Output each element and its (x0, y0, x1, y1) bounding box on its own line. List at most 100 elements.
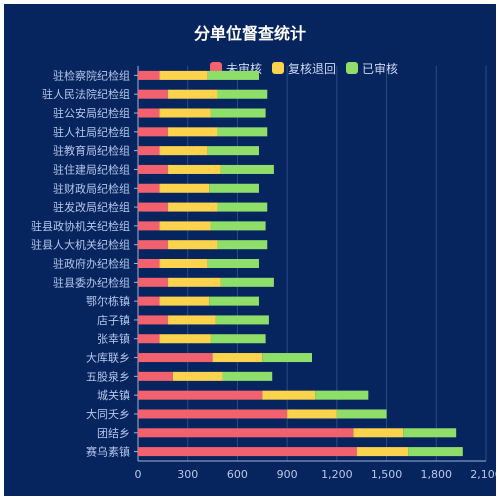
bar-segment-2[interactable] (408, 447, 463, 457)
category-label: 驻政府办纪检组 (53, 257, 130, 271)
bar-segment-0[interactable] (138, 353, 213, 363)
bar-segment-1[interactable] (287, 409, 337, 419)
bar-segment-0[interactable] (138, 89, 168, 99)
bar-segment-2[interactable] (210, 108, 266, 118)
bar-segment-2[interactable] (209, 296, 259, 306)
bar-segment-1[interactable] (159, 146, 208, 156)
category-label: 张幸镇 (97, 332, 130, 346)
bar-segment-1[interactable] (172, 371, 223, 381)
legend-swatch (346, 62, 359, 74)
category-label: 团结乡 (97, 427, 130, 440)
bar-segment-2[interactable] (262, 353, 312, 363)
bar-segment-2[interactable] (315, 390, 369, 400)
category-label: 鄂尔栋镇 (86, 294, 130, 308)
bar-segment-1[interactable] (159, 70, 208, 80)
category-label: 驻人民法院纪检组 (42, 87, 130, 101)
category-label: 驻教育局纪检组 (53, 144, 130, 158)
bar-segment-2[interactable] (217, 127, 268, 137)
bar-segment-1[interactable] (167, 202, 218, 212)
category-label: 驻公安局纪检组 (53, 106, 130, 120)
bar-segment-0[interactable] (138, 315, 168, 325)
legend-item-1[interactable]: 复核退回 (272, 60, 336, 77)
bar-segment-2[interactable] (210, 221, 266, 231)
bar-segment-0[interactable] (138, 127, 168, 137)
bar-segment-1[interactable] (212, 353, 263, 363)
bar-segment-1[interactable] (167, 277, 221, 287)
category-label: 驻人社局纪检组 (53, 125, 130, 139)
bar-segment-0[interactable] (138, 277, 168, 287)
x-tick-label: 2,100 (470, 468, 496, 481)
bar-segment-2[interactable] (209, 183, 259, 193)
legend-label: 已审核 (362, 61, 399, 76)
bar-segment-1[interactable] (159, 108, 211, 118)
category-label: 驻县政协机关纪检组 (31, 219, 130, 233)
category-label: 城关镇 (97, 388, 130, 402)
bar-segment-2[interactable] (222, 371, 273, 381)
chart-title: 分单位督查统计 (193, 24, 306, 43)
bar-segment-2[interactable] (220, 164, 274, 174)
bar-segment-2[interactable] (217, 202, 268, 212)
bar-segment-2[interactable] (217, 89, 268, 99)
bar-segment-2[interactable] (403, 428, 457, 438)
bar-segment-0[interactable] (138, 371, 173, 381)
bar-segment-0[interactable] (138, 202, 168, 212)
bar-segment-1[interactable] (356, 447, 409, 457)
bar-segment-1[interactable] (167, 89, 218, 99)
bar-segment-0[interactable] (138, 447, 357, 457)
x-tick-label: 300 (177, 468, 198, 481)
x-tick-label: 0 (135, 468, 142, 481)
bar-segment-1[interactable] (159, 221, 211, 231)
bar-segment-2[interactable] (220, 277, 274, 287)
category-label: 驻县委办纪检组 (53, 275, 130, 289)
bar-segment-2[interactable] (210, 334, 266, 344)
bar-segment-0[interactable] (138, 221, 160, 231)
category-label: 驻县人大机关纪检组 (31, 238, 130, 252)
category-label: 驻发改局纪检组 (53, 200, 130, 214)
bar-segment-0[interactable] (138, 296, 160, 306)
chart-frame: 分单位督查统计 未审核 复核退回 已审核 0 300 600 900 1,200 1,500 1… (4, 4, 496, 496)
x-tick-label: 900 (277, 468, 298, 481)
bar-segment-2[interactable] (207, 70, 259, 80)
x-tick-label: 1,200 (321, 468, 353, 481)
bar-segment-1[interactable] (167, 240, 218, 250)
bar-segment-0[interactable] (138, 240, 168, 250)
bar-segment-0[interactable] (138, 108, 160, 118)
bar-segment-1[interactable] (159, 258, 208, 269)
category-label: 驻财政局纪检组 (53, 181, 130, 195)
bar-segment-0[interactable] (138, 428, 354, 438)
category-label: 赛乌素镇 (86, 445, 130, 459)
x-tick-label: 1,500 (371, 468, 403, 481)
bar-segment-1[interactable] (262, 390, 316, 400)
bar-segment-0[interactable] (138, 183, 160, 193)
bar-segment-1[interactable] (159, 296, 210, 306)
category-label: 大库联乡 (86, 351, 130, 365)
bar-segment-2[interactable] (207, 258, 259, 269)
bar-segment-1[interactable] (167, 164, 221, 174)
category-label: 五股泉乡 (86, 369, 130, 383)
legend-swatch (272, 62, 285, 74)
bar-segment-0[interactable] (138, 164, 168, 174)
bar-segment-2[interactable] (217, 240, 268, 250)
bar-segment-1[interactable] (159, 183, 210, 193)
x-tick-label: 1,800 (421, 468, 453, 481)
category-label: 驻住建局纪检组 (53, 162, 130, 176)
bar-segment-0[interactable] (138, 70, 160, 80)
bar-segment-2[interactable] (207, 146, 259, 156)
bar-segment-0[interactable] (138, 258, 160, 269)
bar-segment-2[interactable] (215, 315, 269, 325)
bar-segment-0[interactable] (138, 146, 160, 156)
bar-segment-0[interactable] (138, 390, 263, 400)
legend-label: 复核退回 (288, 61, 337, 76)
x-tick-label: 600 (227, 468, 248, 481)
bar-segment-0[interactable] (138, 334, 160, 344)
bar-segment-1[interactable] (167, 127, 218, 137)
bar-segment-2[interactable] (336, 409, 387, 419)
bar-segment-1[interactable] (353, 428, 404, 438)
legend-item-2[interactable]: 已审核 (346, 60, 398, 77)
category-label: 店子镇 (97, 313, 130, 327)
bar-segment-0[interactable] (138, 409, 288, 419)
stacked-bar-chart: 0 300 600 900 1,200 1,500 1,800 2,100 驻检察院纪检组驻人民… (31, 66, 496, 481)
category-label: 大同夭乡 (86, 407, 130, 421)
bar-segment-1[interactable] (159, 334, 211, 344)
bar-segment-1[interactable] (167, 315, 216, 325)
